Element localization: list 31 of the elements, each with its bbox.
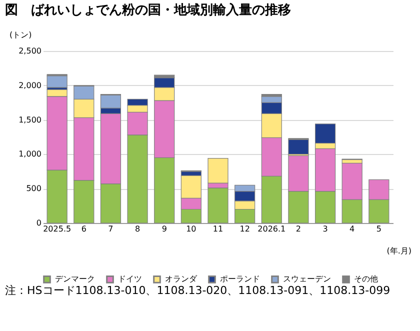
- y-tick-label: 1,500: [18, 115, 42, 124]
- y-tick-label: 500: [26, 184, 42, 194]
- y-tick-label: 1,000: [18, 150, 42, 159]
- x-tick-label: 2026.1: [258, 224, 286, 234]
- x-axis-title: (年.月): [386, 246, 412, 256]
- y-axis-title: (トン): [10, 30, 32, 40]
- x-tick-label: 6: [81, 224, 86, 234]
- legend-label: スウェーデン: [283, 274, 331, 284]
- legend-label: その他: [354, 274, 378, 284]
- legend-label: ドイツ: [118, 274, 142, 284]
- x-tick-label: 4: [350, 224, 355, 234]
- y-tick-label: 2,500: [18, 46, 42, 56]
- x-tick-label: 3: [322, 224, 328, 234]
- x-tick-label: 12: [240, 224, 250, 234]
- x-tick-label: 10: [186, 224, 196, 234]
- x-tick-label: 11: [212, 224, 224, 234]
- legend-label: オランダ: [165, 274, 198, 284]
- x-tick-label: 7: [108, 224, 114, 234]
- x-tick-label: 5: [376, 224, 382, 234]
- x-tick-label: 9: [162, 224, 167, 234]
- x-tick-label: 8: [134, 224, 140, 234]
- chart-title: 図 ばれいしょでん粉の国・地域別輸入量の推移: [5, 2, 291, 18]
- x-tick-label: 2: [296, 224, 302, 234]
- text: 注：HSコード1108.13-010、1108.13-020、1108.13-091、1108.13-099: [5, 284, 390, 297]
- y-tick-label: 2,000: [18, 80, 42, 90]
- x-tick-label: 2025.5: [43, 224, 72, 234]
- legend-label: デンマーク: [55, 274, 95, 284]
- bar: [46, 75, 68, 88]
- bar: [208, 188, 228, 224]
- y-tick-label: 0: [36, 218, 42, 228]
- legend-label: ポーランド: [220, 274, 260, 284]
